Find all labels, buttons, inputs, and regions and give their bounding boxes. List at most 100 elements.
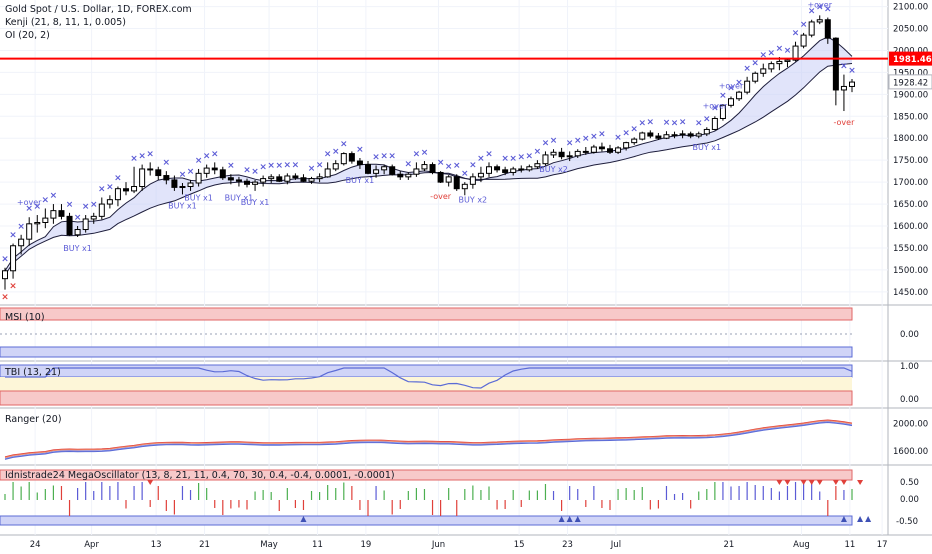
- candle-body: [413, 168, 420, 175]
- candle-body: [703, 128, 710, 135]
- candle-body: [582, 150, 589, 153]
- ranger-band-line: [4, 419, 853, 458]
- price-tick-label: 1800.00: [893, 134, 928, 144]
- cross-marker: ×: [25, 204, 33, 214]
- buy-signal-label: BUY x2: [459, 196, 488, 205]
- candle-body: [300, 177, 307, 182]
- kenji-indicator-label[interactable]: Kenji (21, 8, 11, 1, 0.005): [5, 17, 126, 28]
- cross-marker: ×: [308, 164, 316, 174]
- cross-marker: ×: [251, 167, 259, 177]
- cross-marker: ×: [372, 152, 380, 162]
- cross-marker: ×: [638, 119, 646, 129]
- cross-marker: ×: [98, 184, 106, 194]
- cross-marker: ×: [590, 132, 598, 142]
- candle-body: [502, 169, 509, 173]
- candle-body: [2, 270, 8, 280]
- candle-body: [590, 146, 597, 153]
- price-tick-label: 2050.00: [893, 25, 928, 35]
- ranger-band-line: [4, 420, 853, 459]
- candle-body: [348, 153, 355, 162]
- candle-body: [260, 178, 267, 183]
- candle-body: [663, 134, 670, 139]
- cross-marker: ×: [792, 29, 800, 39]
- mega-up-triangle: [558, 516, 565, 522]
- candle-body: [808, 21, 815, 36]
- candle-body: [292, 175, 299, 179]
- megaoscillator-pane-title[interactable]: Idnistrade24 MegaOscillator (13, 8, 21, …: [5, 470, 395, 481]
- over-up-label: +over: [17, 198, 42, 207]
- candle-body: [469, 176, 476, 185]
- candle-body: [397, 173, 404, 178]
- tbi-tick-label: 0.00: [900, 395, 919, 405]
- cross-marker: ×: [275, 161, 283, 171]
- over-up-label: +over: [719, 82, 744, 91]
- candle-body: [106, 199, 113, 205]
- cross-marker: ×: [679, 117, 687, 127]
- buy-signal-label: BUY x1: [241, 198, 270, 207]
- cross-marker: ×: [743, 64, 751, 74]
- cross-marker: ×: [598, 130, 606, 140]
- tbi-pane-title[interactable]: TBI (13, 21): [5, 367, 61, 378]
- price-tick-label: 1650.00: [893, 200, 928, 210]
- cross-marker: ×: [542, 138, 550, 148]
- buy-signal-label: BUY x1: [63, 244, 92, 253]
- cross-marker: ×: [42, 195, 50, 205]
- cross-marker: ×: [550, 136, 558, 146]
- candle-body: [849, 81, 855, 87]
- mega-down-triangle: [800, 480, 807, 485]
- candle-body: [90, 215, 97, 220]
- cross-marker: ×: [759, 51, 767, 61]
- ranger-tick-label: 2000.00: [893, 419, 928, 429]
- candle-body: [187, 182, 194, 188]
- cross-marker: ×: [445, 162, 453, 172]
- msi-pane-title[interactable]: MSI (10): [5, 312, 45, 323]
- oi-indicator-label[interactable]: OI (20, 2): [5, 30, 50, 41]
- candle-body: [534, 163, 541, 168]
- price-tick-label: 2000.00: [893, 46, 928, 56]
- candle-body: [340, 153, 347, 165]
- cross-marker: ×: [526, 152, 534, 162]
- candle-body: [477, 172, 484, 178]
- candle-body: [840, 85, 847, 91]
- ranger-pane-title[interactable]: Ranger (20): [5, 414, 62, 425]
- candle-body: [131, 186, 138, 192]
- time-tick-label: 11: [844, 540, 855, 550]
- over-down-label: -over: [430, 192, 452, 201]
- candle-body: [316, 176, 323, 180]
- candle-body: [10, 245, 17, 272]
- cross-marker: ×: [703, 114, 711, 124]
- cross-marker: ×: [211, 149, 219, 159]
- candle-body: [324, 168, 331, 178]
- buy-signal-label: BUY x1: [692, 143, 721, 152]
- cross-marker: ×: [461, 169, 469, 179]
- cross-marker: ×: [630, 124, 638, 134]
- cross-marker: ×: [614, 133, 622, 143]
- cross-marker: ×: [82, 202, 90, 212]
- candle-body: [607, 148, 613, 153]
- candle-body: [155, 169, 162, 177]
- cross-marker: ×: [1, 293, 9, 303]
- over-down-label: -over: [833, 118, 855, 127]
- candle-body: [445, 176, 452, 183]
- candle-body: [332, 163, 339, 170]
- cross-marker: ×: [1, 255, 9, 265]
- msi-lower-zone: [0, 346, 853, 358]
- candle-body: [308, 178, 315, 182]
- candle-body: [42, 217, 49, 223]
- cross-marker: ×: [388, 152, 396, 162]
- cross-marker: ×: [534, 147, 542, 157]
- buy-signal-label: BUY x1: [225, 194, 254, 203]
- price-tick-label: 1900.00: [893, 90, 928, 100]
- buy-signal-label: BUY x2: [539, 165, 568, 174]
- cross-marker: ×: [711, 103, 719, 113]
- candle-body: [179, 186, 186, 189]
- cross-marker: ×: [324, 149, 332, 159]
- cross-marker: ×: [17, 222, 25, 232]
- time-tick-label: Jun: [431, 540, 445, 550]
- candle-body: [736, 91, 743, 100]
- candle-body: [695, 133, 702, 137]
- symbol-title[interactable]: Gold Spot / U.S. Dollar, 1D, FOREX.com: [5, 4, 192, 15]
- candle-body: [550, 151, 557, 156]
